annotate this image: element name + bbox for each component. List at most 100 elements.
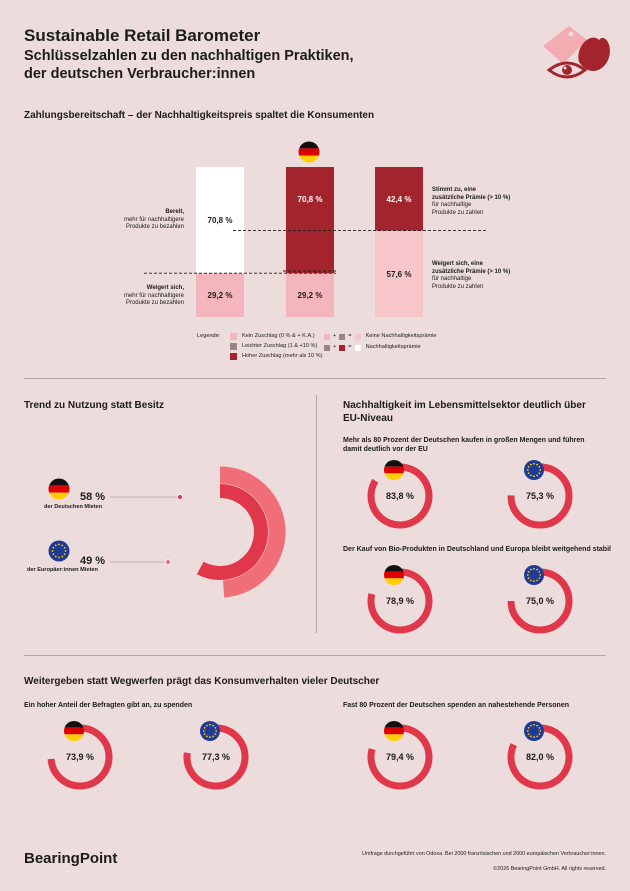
eu-star [539,469,542,471]
tag-heart-eye-icon [543,26,610,79]
combo-swatch [324,344,330,351]
eu-star [206,724,208,727]
label-stimmt: Stimmt zu, eine zusätzliche Prämie (> 10… [432,187,542,217]
bar3-hoher-zuschlag [375,167,423,231]
eu-star [536,735,538,738]
footer-copyright: ©2026 BearingPoint GmbH. All rights rese… [493,866,606,872]
eu-star [526,730,529,732]
eu-star [51,550,54,552]
combo-eq: = [348,333,352,339]
eu-star [527,571,530,573]
section3-sub1-line1: Mehr als 80 Prozent der Deutschen kaufen… [343,437,585,444]
food-bio-de-ring-arc [367,568,433,634]
label-bereit-bold: Bereit, [165,209,184,215]
bar1-kein-zuschlag [196,273,244,317]
food-bulk-de-value: 83,8 % [386,491,414,501]
bar2-top-label: 70,8 % [298,195,323,204]
eu-star [533,567,535,570]
eu-star [63,553,66,556]
rent-ring-chart [110,466,286,598]
eu-star [58,556,60,559]
eu-star [530,568,532,571]
legend-swatch-pink [230,332,237,340]
food-bio-eu-ring-arc [507,568,573,634]
eu-star [536,724,538,727]
eu-star [527,466,530,468]
close-donate-eu-value: 82,0 % [526,752,554,762]
eu-star [526,469,529,471]
eu-rent-arc [219,466,286,598]
page-title: Sustainable Retail Barometer [24,26,261,45]
bar1-nachhaltigkeitspraemie [196,167,244,274]
eu-star [533,462,535,465]
eu-star [58,543,60,546]
eu-star [530,579,532,582]
eu-star [527,472,530,474]
legend-item: Leichter Zuschlag (1 & +10 %) [230,341,323,351]
food-bulk-eu-ring-arc [507,463,573,529]
legend-item: Hoher Zuschlag (mehr als 10 %) [230,351,323,361]
eu-star [538,577,541,579]
combo-plus: + [333,344,337,350]
eu-star [214,727,217,729]
section3-title-line1: Nachhaltigkeit im Lebensmittelsektor deu… [343,400,586,411]
bearingpoint-logo: BearingPoint [24,850,118,867]
legend-item: Kein Zuschlag (0 % & + K.A.) [230,331,323,341]
legend-swatch-grey [230,342,237,350]
eu-star [536,463,538,466]
donate-de-value: 73,9 % [66,752,94,762]
bar1-kein-zuschlag-label: 29,2 % [208,291,233,300]
eu-star [203,727,206,729]
legend-label-hoch: Hoher Zuschlag (mehr als 10 %) [242,352,323,359]
label-stimmt-line1: für nachhaltige [432,202,472,208]
eu-star [536,568,538,571]
eu-star [202,730,205,732]
label-weigert-bold: Weigert sich, [146,285,184,291]
donate-eu-value: 77,3 % [202,752,230,762]
eu-star [533,736,535,739]
eu-star [530,463,532,466]
label-bereit-line2: Produkte zu bezahlen [125,224,184,230]
legend-label-kein: Kein Zuschlag (0 % & + K.A.) [242,332,315,339]
eu-star [61,555,64,558]
eu-star [533,580,535,583]
bar3-keine-praemie [375,230,423,317]
eu-star [212,735,215,738]
germany-flag-icon [384,460,404,480]
legend-title: Legende: [197,333,221,339]
donate-eu-ring-arc [183,724,249,790]
eu-star [209,736,211,739]
eu-star [209,723,211,726]
vertical-divider [316,395,317,633]
label-stimmt-bold1: Stimmt zu, eine [432,187,477,193]
eu-star [533,475,535,478]
de-rent-arc [196,484,268,580]
label-weigert-line2: Produkte zu bezahlen [125,300,184,306]
footer-note: Umfrage durchgeführt von Odoxa. Bei 2000… [362,851,606,857]
legend-label-keine: Keine Nachhaltigkeitsprämie [365,333,437,339]
section4-sub-right: Fast 80 Prozent der Deutschen spenden an… [343,702,570,709]
eu-star [64,550,67,552]
label-stimmt-line2: Produkte zu zahlen [432,209,484,216]
eu-star [539,574,542,576]
close-donate-de-value: 79,4 % [386,752,414,762]
eu-star [527,733,530,735]
combo-swatch [354,344,361,351]
combo-swatch [339,344,346,351]
label-weigert: Weigert sich, mehr für nachhaltigere Pro… [100,285,184,308]
label-weigertp-line2: Produkte zu zahlen [432,283,484,290]
section3-sub2: Der Kauf von Bio-Produkten in Deutschlan… [343,546,611,553]
bar3-hoher-zuschlag-label: 42,4 % [387,195,412,204]
eu-star [539,730,542,732]
legend-combo-row: + = Nachhaltigkeitsprämie [324,342,436,353]
de-connector-dot [177,494,183,500]
section3-sub1-line2: damit deutlich vor der EU [343,446,428,453]
eu-star [212,724,215,727]
bar2-hoher-zuschlag [286,167,334,274]
eu-star [530,724,532,727]
eu-flag-icon [524,460,544,480]
eu-star [203,733,206,735]
donate-de-ring-arc [47,724,113,790]
section3-title-line2: EU-Niveau [343,413,394,424]
